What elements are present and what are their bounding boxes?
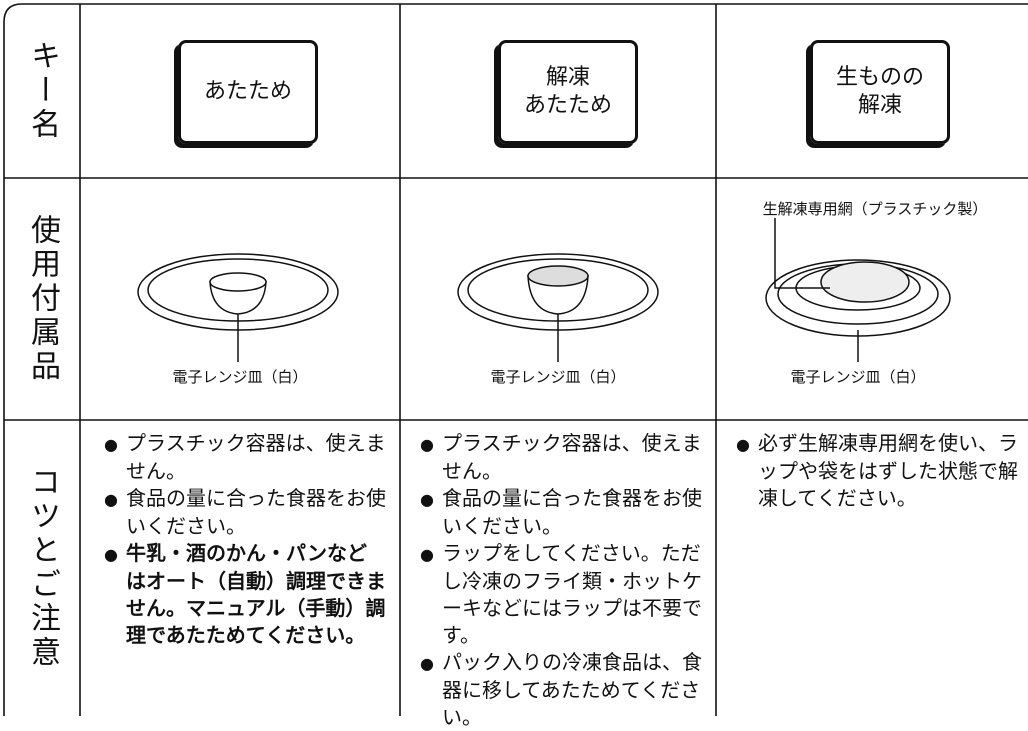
key-text: 生ものの (835, 65, 924, 90)
accessory-label: 電子レンジ皿（白） (172, 368, 308, 386)
table-grid (3, 3, 1028, 716)
note-item: 食品の量に合った食器をお使いください。 (420, 485, 702, 540)
row-header: キー名 (25, 40, 60, 142)
note-item: パック入りの冷凍食品は、食器に移してあたためてください。 (420, 649, 702, 731)
page: キー名 使用付属品 コツとご注意 電子レンジ皿（白） 電子レンジ皿（白） 電子レ… (0, 0, 1028, 716)
key-text: 解凍 (857, 93, 902, 118)
note-item: ラップをしてください。ただし冷凍のフライ類・ホットケーキなどにはラップは不要です… (420, 540, 702, 649)
key-button: 生ものの 解凍 (810, 40, 950, 144)
note-item: 必ず生解凍専用網を使い、ラップや袋をはずした状態で解凍してください。 (736, 430, 1018, 512)
accessory-label: 電子レンジ皿（白） (790, 368, 926, 386)
note-item: プラスチック容器は、使えません。 (420, 430, 702, 485)
note-list: プラスチック容器は、使えません。食品の量に合った食器をお使いください。ラップをし… (420, 430, 702, 731)
note-list: 必ず生解凍専用網を使い、ラップや袋をはずした状態で解凍してください。 (736, 430, 1018, 512)
illustrations (137, 218, 951, 362)
accessory-label: 電子レンジ皿（白） (490, 368, 626, 386)
key-text: あたため (203, 79, 292, 104)
note-list: プラスチック容器は、使えません。食品の量に合った食器をお使いください。牛乳・酒の… (104, 430, 386, 649)
row-header: コツとご注意 (25, 466, 60, 670)
row-header: 使用付属品 (25, 214, 60, 384)
key-text: あたため (523, 93, 612, 118)
note-item: 食品の量に合った食器をお使いください。 (104, 485, 386, 540)
note-item: プラスチック容器は、使えません。 (104, 430, 386, 485)
key-text: 解凍 (545, 65, 590, 90)
mesh-label: 生解凍専用網（プラスチック製） (762, 200, 988, 218)
key-button: あたため (178, 40, 318, 144)
key-button: 解凍 あたため (498, 40, 638, 144)
note-item: 牛乳・酒のかん・パンなどはオート（自動）調理できません。マニュアル（手動）調理で… (104, 540, 386, 649)
